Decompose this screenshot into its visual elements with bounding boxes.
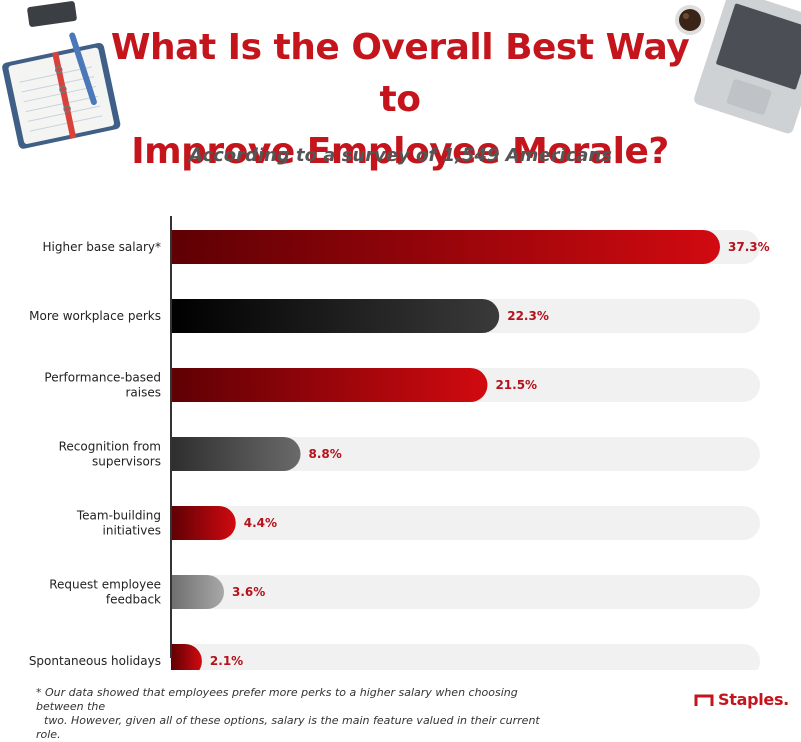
- brand-name: Staples.: [718, 690, 789, 709]
- staples-logo: Staples.: [694, 690, 789, 709]
- category-label: Request employee feedback: [49, 578, 161, 607]
- value-label: 4.4%: [244, 516, 277, 530]
- bar: [171, 299, 500, 333]
- value-label: 21.5%: [495, 378, 537, 392]
- bar-track: [171, 575, 760, 609]
- bar-track: [171, 437, 760, 471]
- bar-chart: Higher base salary* More workplace perks P…: [29, 216, 770, 670]
- laptop-and-coffee-icon: [675, 0, 801, 134]
- title-line-1: What Is the Overall Best Way to: [110, 27, 690, 120]
- chart-subtitle: According to a survey of 1,549 Americans: [189, 145, 612, 166]
- category-label: More workplace perks: [29, 309, 161, 323]
- bar: [171, 506, 236, 540]
- category-label: Performance-based raises: [44, 371, 161, 400]
- bar: [171, 368, 488, 402]
- title-line-2: Improve Employee Morale?: [131, 131, 669, 172]
- value-label: 2.1%: [210, 654, 243, 668]
- bar: [171, 437, 301, 471]
- bar: [171, 644, 202, 670]
- category-label: Spontaneous holidays: [29, 654, 161, 668]
- footnote-line-1: * Our data showed that employees prefer …: [36, 686, 518, 713]
- category-label: Higher base salary*: [43, 240, 161, 254]
- value-label: 3.6%: [232, 585, 265, 599]
- value-label: 22.3%: [507, 309, 549, 323]
- bar-track: [171, 506, 760, 540]
- bar-track: [171, 644, 760, 670]
- value-label: 37.3%: [728, 240, 770, 254]
- chart-title: What Is the Overall Best Way to Improve …: [90, 22, 710, 178]
- category-label: Team-building initiatives: [76, 509, 161, 538]
- staples-logo-icon: [694, 694, 714, 706]
- footnote: * Our data showed that employees prefer …: [36, 686, 566, 742]
- category-label: Recognition from supervisors: [59, 440, 161, 469]
- value-label: 8.8%: [309, 447, 342, 461]
- bar: [171, 575, 224, 609]
- notebook-with-pen-icon: [2, 1, 121, 149]
- bar: [171, 230, 720, 264]
